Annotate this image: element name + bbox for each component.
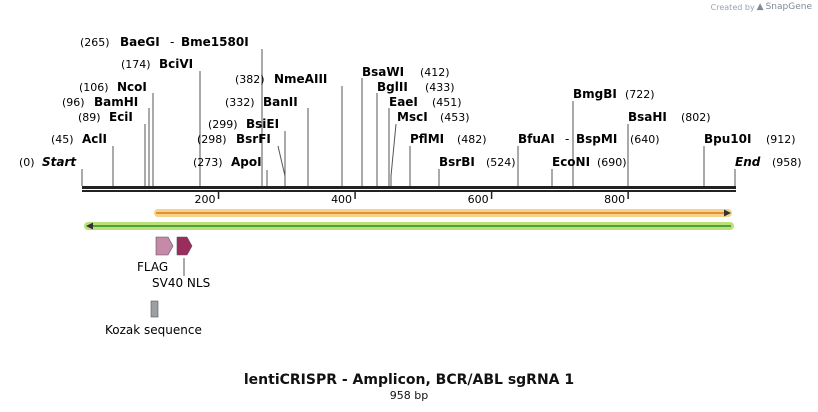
pos-bcivi: (174) (121, 58, 151, 71)
pos-bsawi: (412) (420, 66, 450, 79)
pos-bglii: (433) (425, 81, 455, 94)
label-separator-2: - (565, 132, 569, 146)
label-separator: - (170, 35, 174, 49)
green-bar-arrowhead-icon (86, 222, 93, 230)
label-bcivi: BciVI (159, 57, 193, 71)
pos-acli: (45) (51, 133, 74, 146)
label-msci: MscI (397, 110, 428, 124)
pos-end: (958) (772, 156, 802, 169)
pos-start: (0) (19, 156, 35, 169)
pos-bfuai: (640) (630, 133, 660, 146)
pos-bamhi: (96) (62, 96, 85, 109)
label-end: End (735, 155, 761, 169)
sequence-strand-bottom (82, 190, 736, 192)
label-pflmi: PflMI (410, 132, 444, 146)
credit-prefix: Created by (710, 2, 755, 12)
pos-bpu10i: (912) (766, 133, 796, 146)
flag-feature-arrow (155, 236, 174, 256)
pos-msci: (453) (440, 111, 470, 124)
pos-bsrbi: (524) (486, 156, 516, 169)
label-bsawi: BsaWI (362, 65, 404, 79)
label-nmeaiii: NmeAIII (274, 72, 327, 86)
label-apoi: ApoI (231, 155, 262, 169)
label-bsahi: BsaHI (628, 110, 667, 124)
label-econi: EcoNI (552, 155, 590, 169)
pos-baegi: (265) (80, 36, 110, 49)
label-bglii: BglII (377, 80, 408, 94)
label-bsrfi: BsrFI (236, 132, 271, 146)
pos-eaei: (451) (432, 96, 462, 109)
label-banii: BanII (263, 95, 298, 109)
label-ncoi: NcoI (117, 80, 147, 94)
sv40-nls-feature-arrow (176, 236, 193, 256)
snapgene-logo-icon: ▲ (756, 2, 764, 12)
label-bmgbi: BmgBI (573, 87, 617, 101)
pos-bsiei: (299) (208, 118, 238, 131)
credit-brand: SnapGene (765, 2, 812, 12)
label-start: Start (42, 155, 77, 169)
label-bsrbi: BsrBI (439, 155, 475, 169)
orange-bar-arrowhead-icon (724, 209, 731, 217)
feature-label-sv40-nls: SV40 NLS (152, 276, 210, 290)
label-bfuai: BfuAI (518, 132, 555, 146)
axis-tick-label: 800 (604, 193, 625, 206)
feature-label-kozak: Kozak sequence (105, 323, 202, 337)
axis-tick-label: 400 (331, 193, 352, 206)
pos-econi: (690) (597, 156, 627, 169)
pos-banii: (332) (225, 96, 255, 109)
label-acli: AclI (82, 132, 107, 146)
axis-tick-label: 600 (468, 193, 489, 206)
label-bme1580i: Bme1580I (181, 35, 249, 49)
pos-bsahi: (802) (681, 111, 711, 124)
pos-ncoi: (106) (79, 81, 109, 94)
axis-tick-label: 200 (195, 193, 216, 206)
pos-bmgbi: (722) (625, 88, 655, 101)
site-lines (81, 49, 736, 186)
label-bsiei: BsiEI (246, 117, 279, 131)
label-ecii: EciI (109, 110, 133, 124)
pos-bsrfi: (298) (197, 133, 227, 146)
pos-ecii: (89) (78, 111, 101, 124)
label-baegi: BaeGI (120, 35, 160, 49)
snapgene-credit: Created by ▲ SnapGene (711, 2, 812, 12)
label-bpu10i: Bpu10I (704, 132, 751, 146)
site-labels: (0) Start (45) AclI (89) EciI (96) BamHI… (19, 35, 802, 169)
feature-label-flag: FLAG (137, 260, 168, 274)
map-title: lentiCRISPR - Amplicon, BCR/ABL sgRNA 1 (243, 372, 575, 388)
pos-pflmi: (482) (457, 133, 487, 146)
axis-ticks: 200 400 600 800 (195, 192, 629, 206)
sequence-strand-top (82, 186, 736, 189)
label-eaei: EaeI (389, 95, 418, 109)
label-bspmi: BspMI (576, 132, 617, 146)
pos-nmeaiii: (382) (235, 73, 265, 86)
map-length: 958 bp (389, 389, 429, 402)
label-bamhi: BamHI (94, 95, 138, 109)
pos-apoi: (273) (193, 156, 223, 169)
kozak-feature-box (150, 300, 159, 318)
